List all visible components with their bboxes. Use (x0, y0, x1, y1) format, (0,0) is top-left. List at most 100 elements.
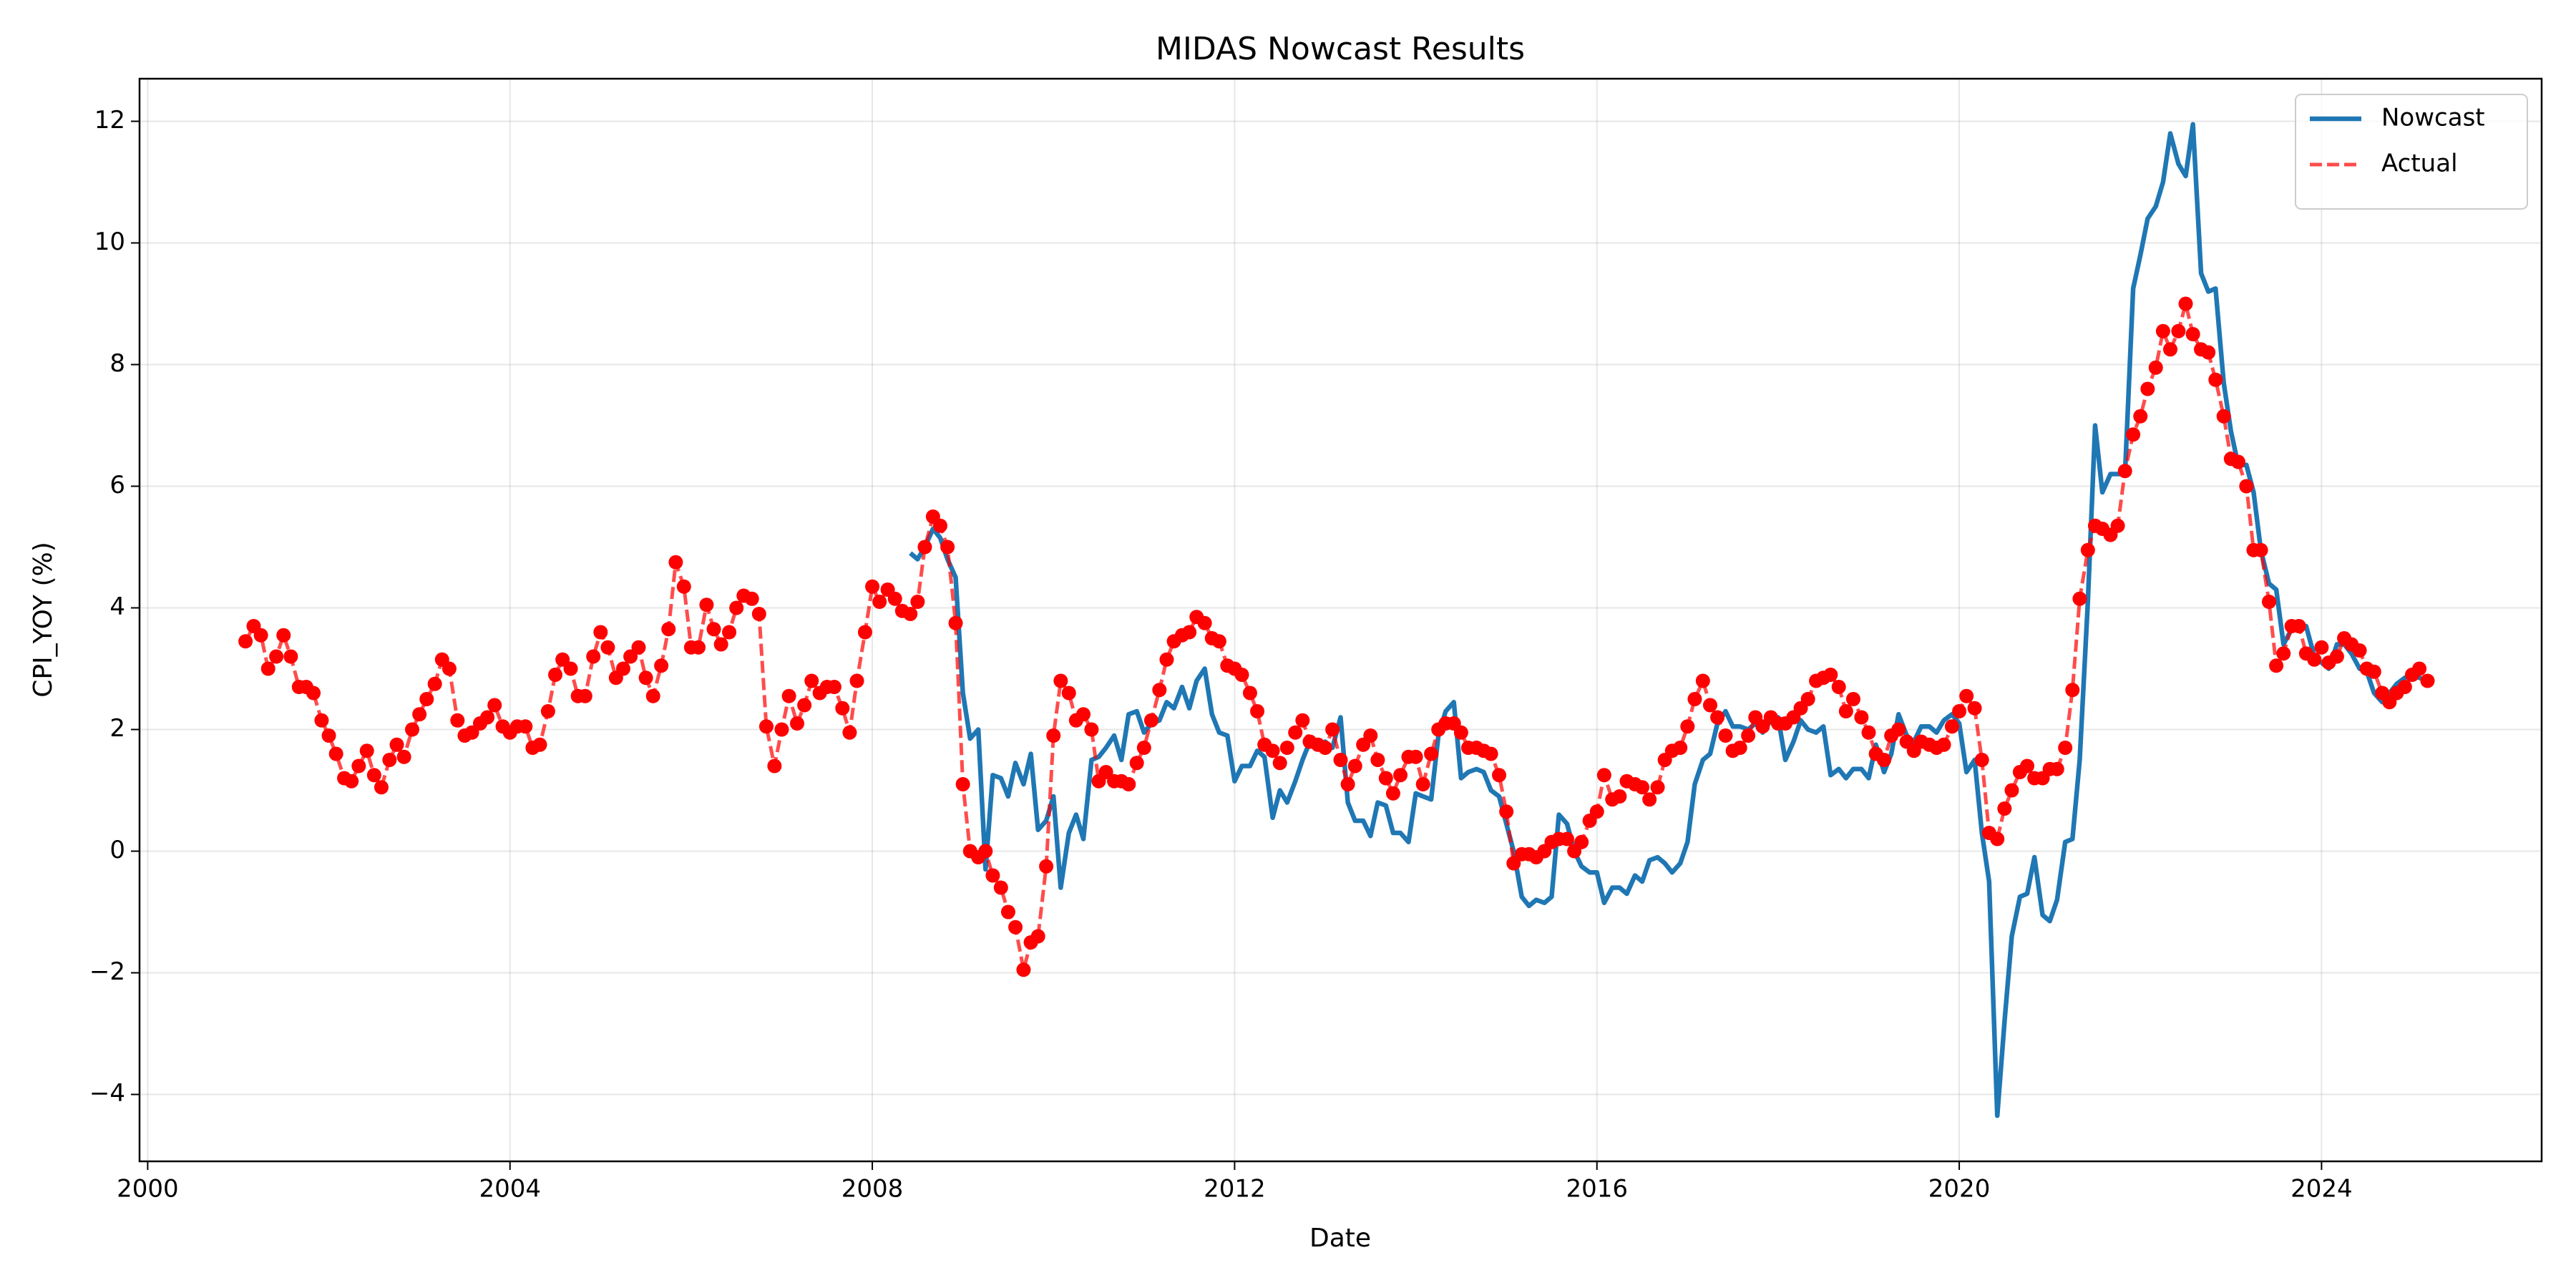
x-tick-label: 2000 (117, 1175, 179, 1204)
data-point (1347, 758, 1362, 774)
data-point (419, 692, 434, 706)
data-point (758, 719, 774, 734)
data-point (1211, 634, 1226, 649)
data-point (593, 625, 608, 640)
data-point (389, 737, 404, 752)
data-point (396, 749, 411, 764)
data-point (306, 686, 321, 701)
data-point (450, 713, 465, 728)
data-point (615, 661, 630, 676)
data-point (631, 640, 646, 655)
data-point (887, 591, 902, 606)
data-point (238, 634, 253, 649)
data-point (480, 710, 495, 725)
data-point (638, 670, 653, 686)
data-point (1687, 692, 1702, 706)
data-point (563, 661, 578, 676)
data-point (1053, 673, 1068, 688)
data-point (1317, 741, 1332, 755)
y-tick-label: −2 (89, 957, 125, 986)
data-point (1265, 743, 1280, 758)
data-point (865, 579, 880, 594)
data-point (1363, 728, 1378, 743)
data-point (1084, 722, 1099, 737)
data-point (2397, 680, 2412, 694)
data-point (2261, 595, 2276, 609)
data-point (1506, 856, 1521, 871)
data-point (2080, 542, 2095, 557)
data-point (269, 649, 284, 664)
data-point (751, 607, 766, 621)
data-point (2239, 479, 2254, 494)
data-point (2020, 758, 2035, 774)
data-point (1182, 625, 1197, 640)
data-point (2208, 372, 2223, 387)
data-point (2201, 345, 2216, 360)
data-point (1129, 756, 1144, 771)
data-point (1967, 701, 1982, 716)
data-point (2314, 640, 2329, 655)
data-point (1589, 804, 1604, 819)
data-point (767, 758, 782, 774)
plot-frame (138, 77, 2543, 1163)
y-tick-label: 12 (94, 106, 125, 135)
data-point (789, 716, 804, 731)
data-point (1877, 753, 1892, 767)
data-point (654, 658, 669, 673)
data-point (2072, 591, 2087, 606)
data-point (993, 880, 1008, 895)
data-point (744, 591, 759, 606)
data-point (2171, 323, 2186, 338)
data-point (2307, 652, 2322, 667)
data-point (2352, 643, 2367, 658)
data-point (797, 698, 812, 713)
data-point (2065, 683, 2080, 698)
data-point (1831, 680, 1846, 694)
data-point (1008, 919, 1023, 935)
data-point (2216, 409, 2231, 424)
data-point (1838, 704, 1853, 718)
data-point (427, 676, 442, 691)
data-point (586, 649, 601, 664)
data-point (2269, 658, 2284, 673)
data-point (849, 673, 864, 688)
y-axis-label: CPI_YOY (%) (29, 542, 58, 698)
data-point (1076, 707, 1091, 722)
data-point (1673, 741, 1688, 755)
data-point (2049, 761, 2064, 776)
data-point (1000, 904, 1015, 919)
data-point (1370, 753, 1385, 767)
data-point (1861, 725, 1876, 740)
data-point (2163, 342, 2178, 357)
legend-label: Nowcast (2381, 104, 2485, 132)
data-point (2412, 661, 2427, 676)
data-point (253, 628, 268, 643)
data-point (1492, 768, 1507, 783)
data-point (1642, 792, 1657, 807)
data-point (722, 625, 737, 640)
data-point (1272, 756, 1287, 771)
data-point (351, 758, 366, 774)
data-point (283, 649, 298, 664)
data-point (321, 728, 336, 743)
data-point (872, 595, 887, 609)
data-point (691, 640, 706, 655)
data-point (1242, 686, 1257, 701)
data-point (359, 743, 374, 758)
data-point (1990, 831, 2005, 847)
data-point (2110, 518, 2125, 533)
data-point (1415, 777, 1430, 791)
data-point (1702, 698, 1717, 713)
y-tick-label: 8 (109, 349, 125, 378)
data-point (314, 713, 329, 728)
data-point (1952, 704, 1967, 718)
data-point (532, 737, 547, 752)
data-point (933, 518, 947, 533)
data-point (2420, 673, 2435, 688)
data-point (441, 661, 457, 676)
data-point (374, 780, 389, 795)
data-point (1408, 749, 1423, 764)
data-point (955, 777, 970, 791)
